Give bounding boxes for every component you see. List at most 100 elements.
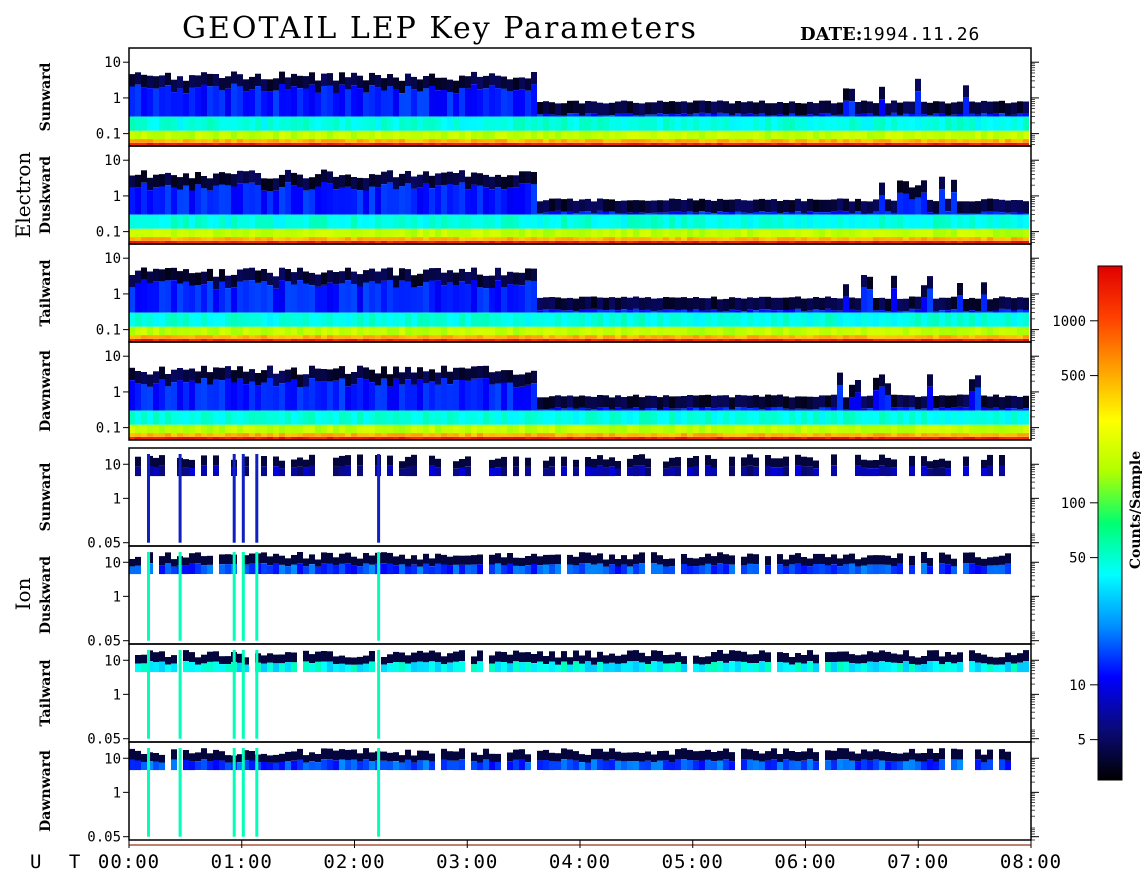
heatmap-cell — [729, 335, 735, 339]
heatmap-cell — [183, 335, 189, 339]
heatmap-cell — [195, 657, 201, 665]
heatmap-cell — [291, 379, 297, 411]
heatmap-cell — [795, 211, 801, 215]
heatmap-cell — [753, 114, 759, 117]
heatmap-cell — [849, 142, 855, 146]
heatmap-cell — [927, 410, 933, 425]
heatmap-cell — [345, 338, 351, 342]
heatmap-cell — [279, 460, 285, 469]
heatmap-cell — [351, 139, 357, 143]
heatmap-cell — [609, 433, 615, 437]
heatmap-cell — [957, 237, 963, 241]
heatmap-cell — [189, 228, 195, 238]
heatmap-cell — [981, 395, 987, 408]
heatmap-cell — [249, 760, 255, 771]
heatmap-cell — [573, 310, 579, 313]
heatmap-cell — [867, 201, 873, 214]
heatmap-cell — [261, 382, 267, 411]
heatmap-cell — [309, 338, 315, 342]
heatmap-cell — [567, 139, 573, 143]
heatmap-cell — [627, 335, 633, 339]
heatmap-cell — [405, 655, 411, 664]
heatmap-cell — [129, 116, 135, 131]
heatmap-cell — [471, 84, 477, 117]
heatmap-cell — [669, 240, 675, 244]
heatmap-cell — [531, 240, 537, 244]
heatmap-cell — [909, 326, 915, 336]
heatmap-cell — [873, 130, 879, 140]
heatmap-cell — [489, 468, 495, 477]
heatmap-cell — [705, 563, 711, 575]
heatmap-cell — [969, 228, 975, 238]
heatmap-cell — [915, 214, 921, 229]
heatmap-cell — [681, 748, 687, 760]
heatmap-cell — [489, 410, 495, 425]
heatmap-cell — [267, 424, 273, 434]
heatmap-cell — [489, 459, 495, 468]
heatmap-cell — [915, 91, 921, 117]
heatmap-cell — [783, 130, 789, 140]
heatmap-cell — [915, 309, 921, 313]
heatmap-cell — [963, 240, 969, 244]
heatmap-cell — [819, 212, 825, 215]
heatmap-cell — [651, 228, 657, 238]
heatmap-cell — [249, 228, 255, 238]
heatmap-cell — [531, 383, 537, 411]
heatmap-cell — [495, 553, 501, 564]
heatmap-cell — [921, 410, 927, 425]
heatmap-cell — [501, 88, 507, 117]
heatmap-cell — [399, 214, 405, 229]
heatmap-cell — [555, 297, 561, 310]
heatmap-cell — [279, 228, 285, 238]
heatmap-cell — [1023, 213, 1029, 215]
heatmap-cell — [843, 139, 849, 143]
heatmap-cell — [459, 237, 465, 241]
heatmap-cell — [129, 228, 135, 238]
heatmap-cell — [675, 652, 681, 663]
heatmap-cell — [501, 139, 507, 143]
heatmap-cell — [933, 298, 939, 312]
heatmap-cell — [255, 139, 261, 143]
heatmap-cell — [1011, 663, 1017, 673]
heatmap-cell — [609, 139, 615, 143]
heatmap-cell — [519, 566, 525, 575]
heatmap-cell — [927, 214, 933, 229]
heatmap-cell — [909, 199, 915, 215]
heatmap-cell — [1011, 424, 1017, 434]
heatmap-cell — [507, 237, 513, 241]
heatmap-cell — [507, 116, 513, 131]
heatmap-cell — [933, 113, 939, 117]
heatmap-cell — [615, 751, 621, 761]
heatmap-cell — [765, 433, 771, 437]
heatmap-cell — [723, 240, 729, 244]
heatmap-cell — [261, 655, 267, 664]
heatmap-cell — [165, 386, 171, 411]
heatmap-cell — [201, 176, 207, 189]
heatmap-cell — [585, 563, 591, 575]
heatmap-cell — [417, 661, 423, 673]
heatmap-cell — [303, 424, 309, 434]
heatmap-cell — [549, 214, 555, 229]
heatmap-cell — [195, 664, 201, 673]
heatmap-cell — [219, 142, 225, 146]
heatmap-cell — [201, 84, 207, 117]
heatmap-cell — [723, 212, 729, 215]
heatmap-cell — [261, 762, 267, 771]
heatmap-cell — [645, 664, 651, 673]
heatmap-cell — [297, 326, 303, 336]
heatmap-cell — [975, 130, 981, 140]
heatmap-cell — [585, 433, 591, 437]
heatmap-cell — [459, 312, 465, 327]
heatmap-cell — [201, 455, 207, 466]
heatmap-cell — [327, 282, 333, 313]
heatmap-cell — [891, 288, 897, 313]
heatmap-cell — [477, 185, 483, 215]
heatmap-cell — [453, 237, 459, 241]
heatmap-cell — [909, 455, 915, 466]
heatmap-cell — [981, 211, 987, 215]
heatmap-cell — [897, 654, 903, 664]
heatmap-cell — [165, 326, 171, 336]
heatmap-cell — [747, 101, 753, 114]
heatmap-cell — [639, 662, 645, 673]
heatmap-cell — [789, 312, 795, 327]
